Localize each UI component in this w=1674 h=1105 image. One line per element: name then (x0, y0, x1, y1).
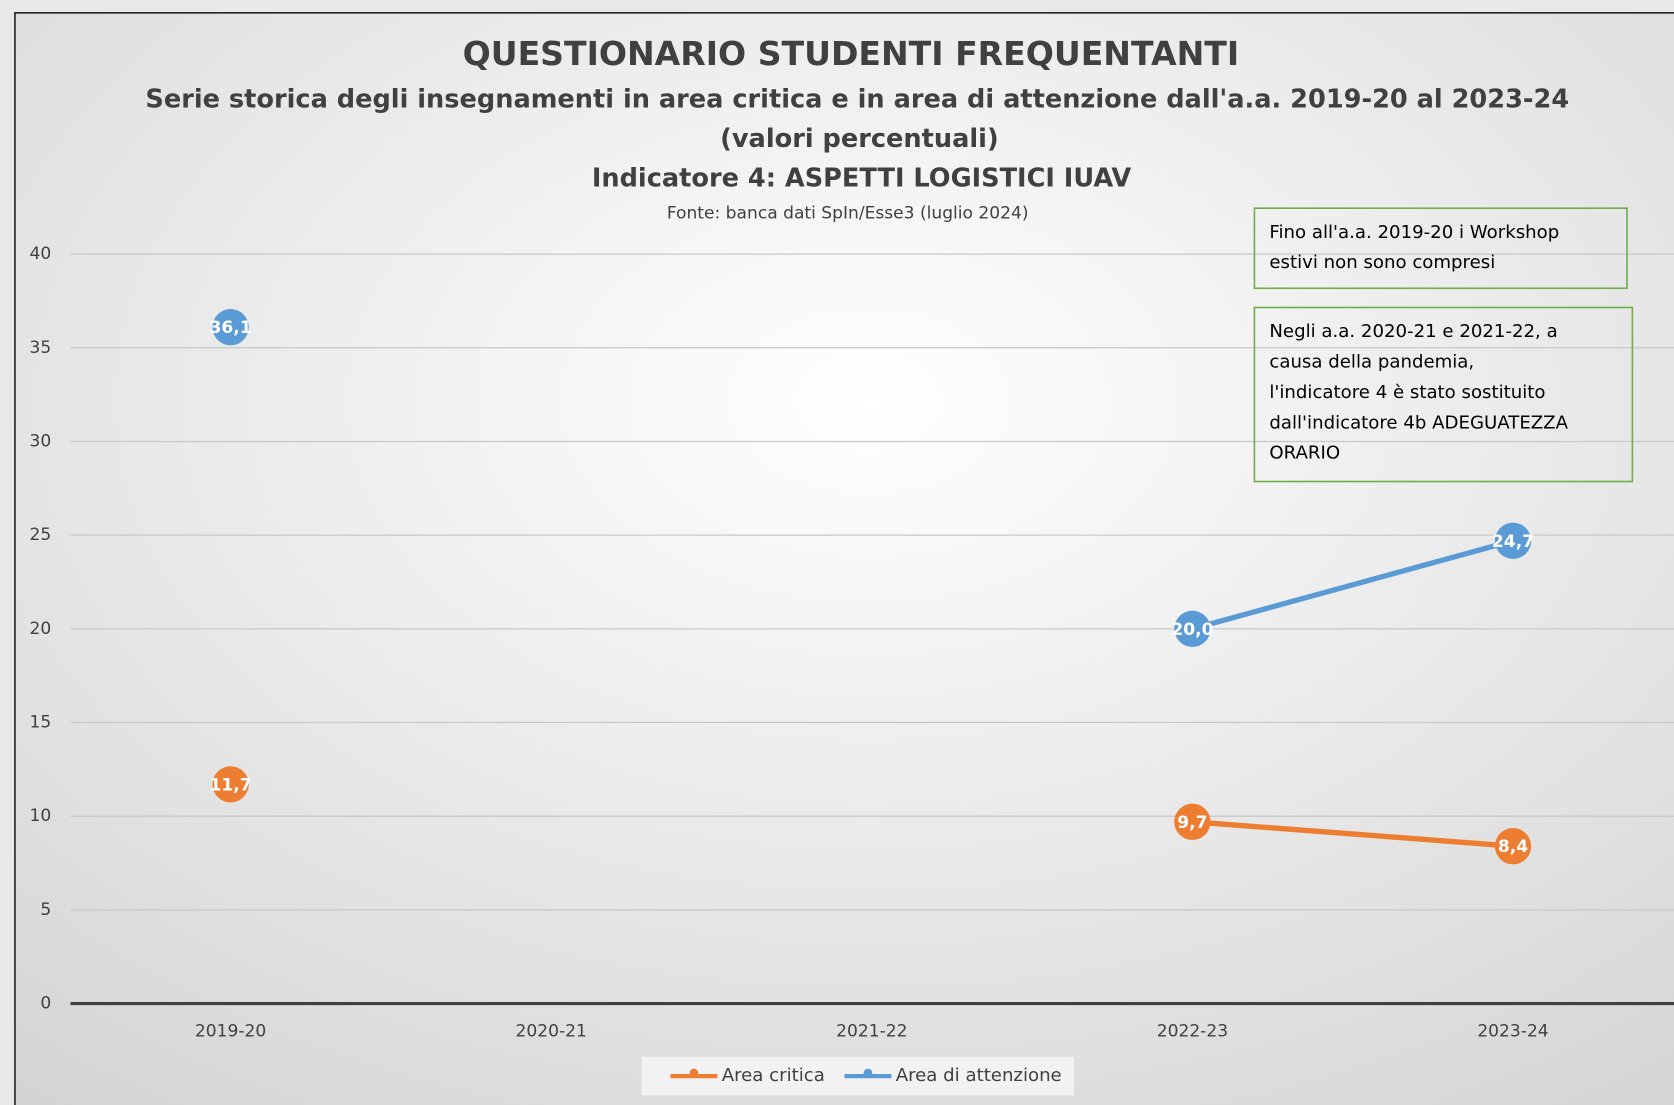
x-tick-label: 2023-24 (1477, 1021, 1548, 1041)
annotation-text: causa della pandemia, (1269, 351, 1474, 372)
data-label: 20,0 (1171, 620, 1213, 640)
y-tick-label: 5 (40, 900, 51, 920)
annotation-text: l'indicatore 4 è stato sostituito (1269, 382, 1545, 403)
x-tick-label: 2022-23 (1157, 1021, 1228, 1041)
y-tick-label: 15 (30, 713, 52, 733)
legend-label: Area di attenzione (896, 1065, 1062, 1086)
data-point (212, 309, 249, 346)
x-tick-label: 2019-20 (195, 1021, 266, 1041)
chart-subtitle: (valori percentuali) (720, 124, 999, 154)
data-point (212, 766, 249, 803)
data-point (1174, 610, 1211, 647)
data-point (1174, 803, 1211, 840)
data-point (1494, 522, 1532, 559)
annotation-text: Fino all'a.a. 2019-20 i Workshop (1269, 222, 1559, 243)
data-label: 8,4 (1498, 837, 1528, 857)
legend-marker (689, 1068, 699, 1078)
data-point (1494, 828, 1532, 865)
x-tick-label: 2021-22 (836, 1021, 907, 1041)
series-line (1191, 538, 1514, 632)
chart-source: Fonte: banca dati SpIn/Esse3 (luglio 202… (667, 204, 1029, 224)
x-tick-label: 2020-21 (516, 1021, 587, 1041)
y-tick-label: 40 (30, 244, 52, 264)
annotation-text: Negli a.a. 2020-21 e 2021-22, a (1269, 321, 1557, 342)
annotation-text: estivi non sono compresi (1269, 252, 1495, 273)
data-label: 9,7 (1177, 813, 1207, 833)
data-label: 36,1 (210, 318, 252, 338)
annotation-text: dall'indicatore 4b ADEGUATEZZA (1269, 412, 1568, 433)
y-tick-label: 30 (30, 431, 52, 451)
legend-marker (863, 1068, 873, 1078)
legend-label: Area critica (722, 1065, 825, 1086)
annotation-box (1253, 207, 1628, 290)
y-tick-label: 10 (30, 806, 52, 826)
y-tick-label: 25 (30, 525, 52, 545)
y-tick-label: 20 (30, 619, 52, 639)
annotation-box (1253, 306, 1634, 483)
data-label: 11,7 (210, 775, 252, 795)
chart-area (14, 12, 1674, 1105)
y-tick-label: 35 (30, 338, 52, 358)
chart-subtitle: Serie storica degli insegnamenti in area… (145, 84, 1569, 114)
chart-title: QUESTIONARIO STUDENTI FREQUENTANTI (463, 34, 1240, 73)
series-line (1192, 819, 1514, 849)
data-label: 24,7 (1492, 532, 1534, 552)
chart-subtitle: Indicatore 4: ASPETTI LOGISTICI IUAV (592, 163, 1132, 193)
y-tick-label: 0 (40, 994, 51, 1014)
annotation-text: ORARIO (1269, 443, 1340, 464)
